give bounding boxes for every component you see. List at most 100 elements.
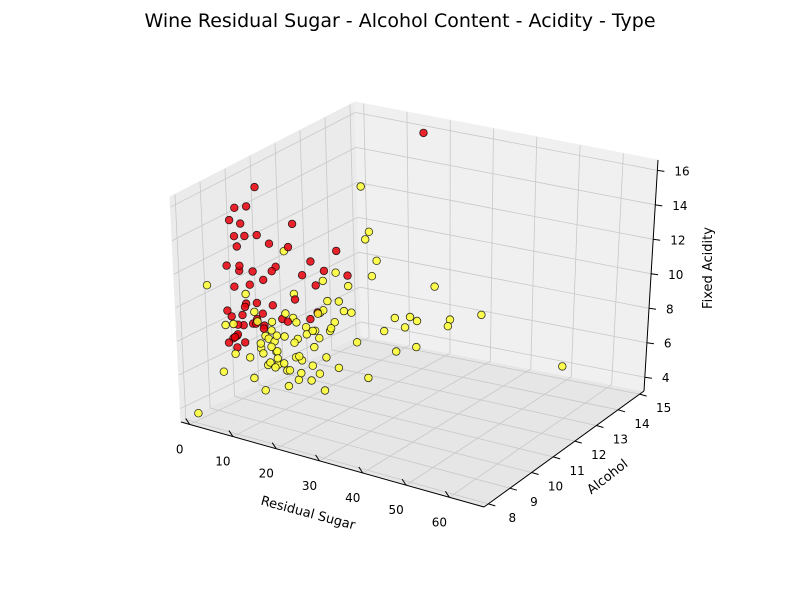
data-point: [331, 268, 340, 277]
data-point: [258, 309, 267, 318]
data-point: [272, 331, 281, 340]
x-gridline: [530, 136, 538, 370]
data-point: [322, 353, 331, 362]
y-tick-label: 9: [530, 495, 538, 509]
x-tick-label: 40: [345, 491, 360, 505]
data-point: [290, 295, 300, 304]
data-point: [240, 231, 249, 241]
z-tick: [657, 169, 665, 172]
data-point: [326, 324, 336, 333]
data-point: [367, 272, 377, 281]
x-gridline: [406, 111, 410, 346]
data-point: [310, 342, 319, 352]
data-point: [267, 326, 276, 335]
data-point: [259, 275, 268, 285]
z-tick-label: 4: [662, 371, 670, 385]
data-point: [232, 242, 241, 251]
y-gridline: [210, 407, 511, 489]
data-point: [224, 215, 234, 225]
data-point: [224, 338, 234, 347]
data-point: [231, 349, 240, 358]
y-gridline: [258, 384, 554, 458]
data-point: [392, 347, 401, 356]
data-point: [412, 342, 421, 352]
z-gridline: [171, 147, 357, 242]
data-point: [390, 313, 399, 323]
z-axis-label: Fixed Acidity: [701, 227, 716, 309]
data-point: [273, 354, 282, 363]
data-point: [364, 227, 374, 236]
data-point: [280, 332, 289, 341]
data-point: [253, 317, 262, 326]
data-point: [323, 296, 332, 306]
data-point: [261, 386, 270, 395]
data-point: [223, 306, 232, 315]
data-point: [364, 373, 373, 383]
data-point: [235, 219, 245, 228]
z-tick-label: 8: [666, 302, 674, 316]
data-point: [248, 267, 257, 276]
y-tick: [488, 503, 496, 507]
data-point: [330, 318, 339, 327]
x-tick: [358, 466, 364, 474]
data-point: [290, 338, 299, 347]
data-point: [285, 366, 295, 375]
data-point: [306, 314, 315, 324]
data-point: [372, 256, 381, 265]
x-axis-line: [180, 421, 485, 508]
z-tick-label: 14: [672, 199, 687, 213]
z-gridline: [357, 216, 652, 275]
data-point: [281, 309, 290, 318]
data-point: [227, 312, 236, 321]
z-gridline: [176, 251, 360, 342]
y-gridline: [224, 168, 235, 397]
data-point: [319, 266, 329, 276]
data-point: [194, 409, 203, 418]
x-gridline: [611, 153, 624, 385]
y-tick: [509, 487, 518, 491]
data-point: [266, 358, 275, 367]
y-tick: [596, 425, 604, 428]
y-axis-label: Alcohol: [585, 457, 632, 498]
y-tick: [531, 472, 539, 475]
z-tick: [644, 376, 652, 379]
data-point: [311, 281, 320, 290]
y-tick-label: 11: [570, 464, 585, 478]
z-gridline: [356, 181, 654, 240]
x-tick: [401, 478, 407, 486]
data-point: [430, 282, 439, 291]
data-point: [252, 230, 261, 240]
z-gridline: [175, 216, 359, 309]
data-point: [259, 324, 269, 333]
data-point: [238, 310, 247, 320]
data-point: [229, 319, 238, 329]
data-point: [313, 309, 323, 318]
data-point: [315, 369, 325, 378]
data-point: [267, 317, 277, 327]
x-tick: [444, 491, 450, 498]
y-tick: [553, 456, 561, 460]
x-gridline: [489, 128, 494, 362]
z-gridline: [359, 286, 648, 344]
data-point: [343, 271, 352, 280]
x-axis-label: Residual Sugar: [259, 494, 357, 534]
z-tick-label: 16: [674, 164, 689, 178]
y-gridline: [356, 337, 640, 395]
data-point: [339, 306, 349, 316]
z-gridline: [360, 321, 645, 378]
data-point: [443, 322, 453, 331]
data-point: [235, 261, 244, 270]
data-point: [230, 203, 239, 212]
data-point: [334, 297, 343, 306]
data-point: [308, 326, 317, 336]
x-tick: [315, 454, 320, 462]
data-point: [241, 202, 251, 211]
data-point: [477, 310, 486, 320]
y-tick: [574, 440, 582, 444]
x-gridline: [276, 352, 451, 450]
y-gridline: [331, 349, 619, 411]
y-gridline: [283, 372, 575, 442]
data-point: [297, 271, 307, 280]
data-point: [256, 339, 265, 348]
